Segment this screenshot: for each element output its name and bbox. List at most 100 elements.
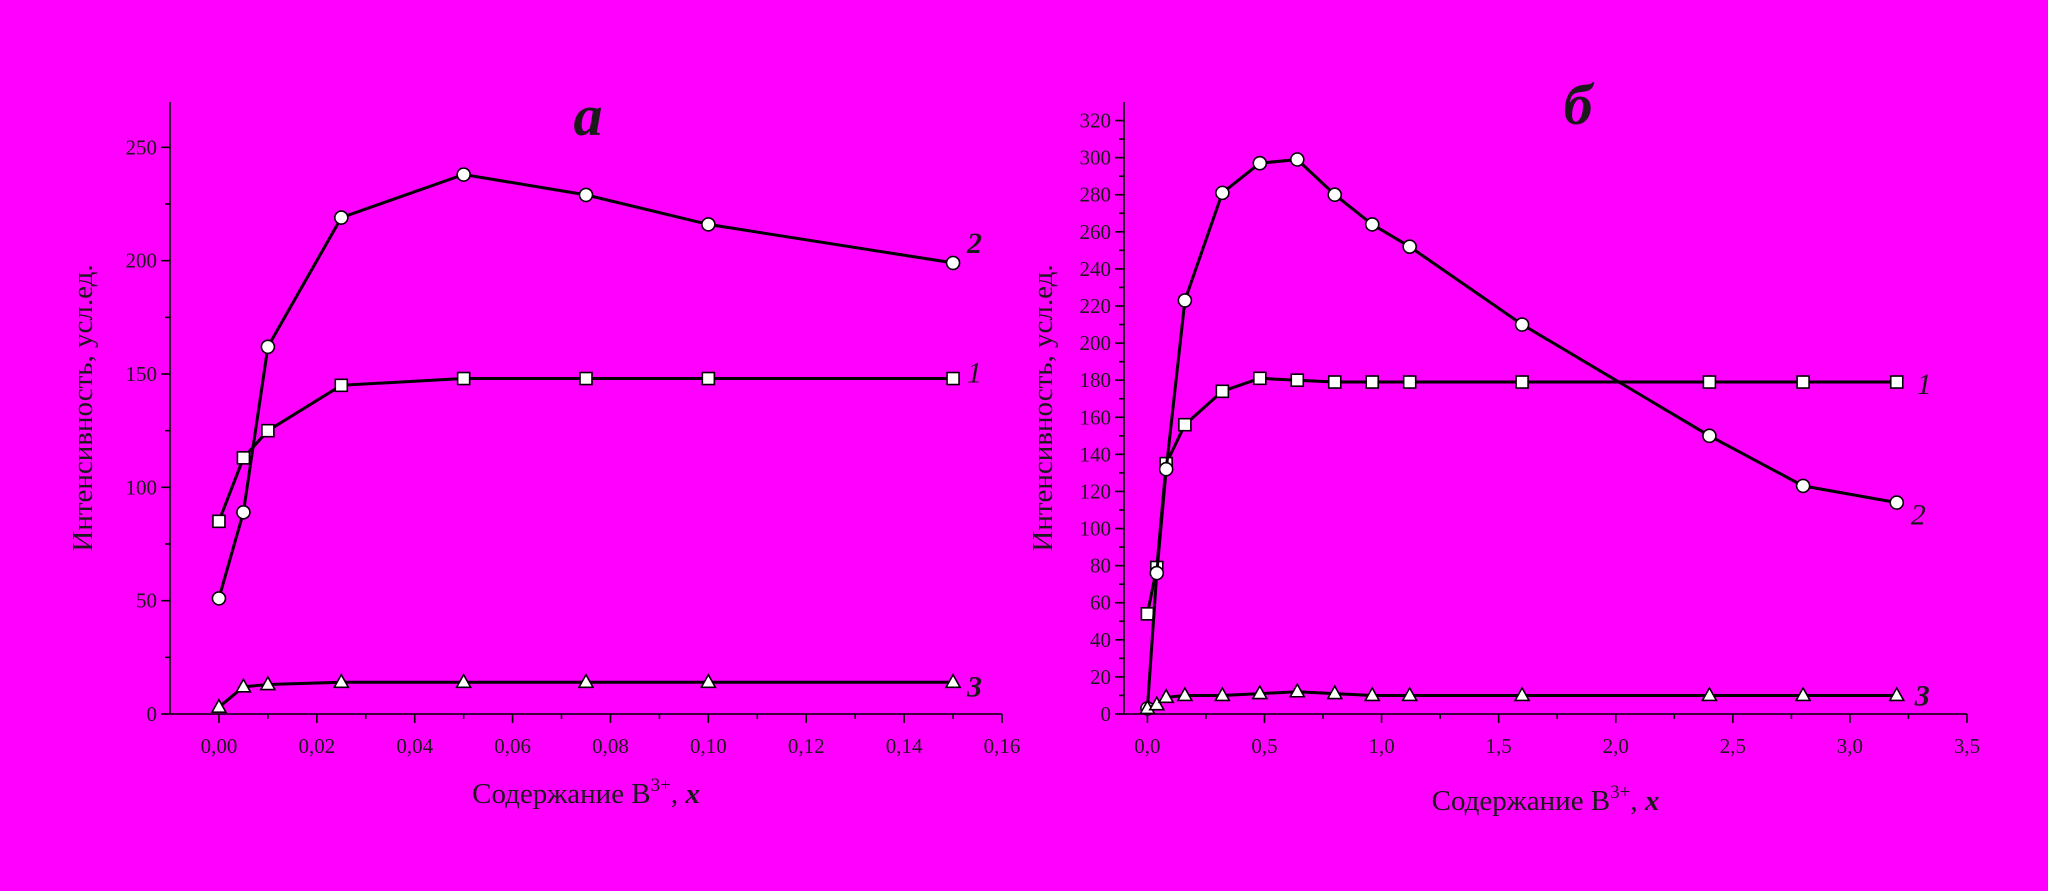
data-point-triangle: [1701, 686, 1718, 702]
data-point-square: [1702, 375, 1717, 389]
x-tick-label: 0,02: [298, 734, 335, 758]
data-point-circle: [333, 210, 349, 225]
y-tick-label: 20: [1090, 665, 1111, 689]
y-tick-label: 260: [1080, 220, 1112, 244]
data-point-triangle: [210, 698, 228, 714]
data-point-square: [1796, 375, 1810, 389]
data-point-square: [946, 371, 960, 386]
x-tick-label: 0,12: [788, 734, 825, 758]
x-axis-title: Содержание B3+, x: [1432, 782, 1660, 817]
curve-label: 1: [1917, 368, 1932, 401]
data-point-square: [1290, 373, 1305, 387]
y-tick-label: 250: [126, 135, 158, 159]
data-point-square: [1140, 607, 1155, 621]
series-line: [217, 377, 954, 522]
x-tick-label: 0,08: [592, 734, 629, 758]
data-point-triangle: [1157, 688, 1175, 704]
data-point-circle: [945, 255, 961, 271]
series-3: [1139, 682, 1906, 715]
data-point-square: [1402, 375, 1417, 389]
data-point-triangle: [259, 675, 277, 691]
x-tick-label: 1,5: [1486, 734, 1512, 758]
data-point-circle: [211, 591, 227, 606]
curve-label: 2: [1911, 499, 1926, 532]
x-axis-title-text: Содержание B: [1432, 785, 1611, 817]
data-point-square: [456, 371, 471, 386]
data-point-triangle: [944, 673, 962, 689]
data-point-square: [1215, 384, 1230, 399]
data-point-circle: [1514, 317, 1530, 332]
x-tick-label: 0,00: [201, 734, 238, 758]
x-tick-label: 0,16: [984, 734, 1021, 758]
data-point-circle: [236, 504, 251, 520]
data-point-triangle: [1794, 686, 1812, 702]
panel-label: а: [574, 83, 603, 148]
chart-panel-a: 0,00 0,02 0,04 0,06 0,08 0,10 0,12 0,14 0,16 0 50 1…: [67, 83, 1020, 810]
y-tick-label: 300: [1080, 146, 1112, 170]
series-line: [1145, 157, 1898, 709]
curve-label: 2: [966, 227, 982, 260]
data-point-circle: [456, 167, 471, 182]
y-tick-label: 120: [1080, 479, 1112, 503]
data-point-triangle: [1251, 684, 1269, 700]
y-tick-label: 100: [1080, 517, 1112, 541]
x-axis-title-variable: x: [1644, 785, 1660, 817]
y-tick-label: 280: [1080, 183, 1112, 207]
data-point-circle: [1364, 217, 1380, 232]
data-point-square: [236, 451, 251, 465]
data-point-circle: [578, 187, 594, 203]
curve-label: 3: [966, 670, 982, 703]
y-tick-label: 220: [1080, 294, 1112, 318]
x-axis-title-comma: ,: [1630, 785, 1645, 817]
series-1: [1140, 371, 1904, 621]
x-axis-title: Содержание B3+, x: [472, 775, 700, 810]
panel-label: б: [1564, 72, 1595, 137]
data-point-circle: [1327, 187, 1343, 203]
data-point-triangle: [1401, 686, 1419, 702]
y-tick-label: 320: [1080, 109, 1112, 133]
x-axis-title-superscript: 3+: [1610, 782, 1630, 803]
x-tick-label: 3,0: [1837, 734, 1863, 758]
y-tick-label: 0: [147, 702, 158, 726]
data-point-triangle: [1326, 684, 1344, 700]
data-point-triangle: [1888, 686, 1906, 702]
data-point-triangle: [1148, 695, 1166, 711]
x-tick-label: 0,06: [494, 734, 531, 758]
x-tick-label: 1,0: [1368, 734, 1394, 758]
x-axis-title-text: Содержание B: [472, 778, 651, 810]
data-point-triangle: [1213, 686, 1231, 702]
data-point-circle: [1702, 428, 1717, 444]
data-point-circle: [1149, 565, 1165, 581]
data-point-circle: [1289, 152, 1305, 167]
data-point-circle: [1795, 478, 1811, 494]
x-axis-title-variable: x: [684, 778, 700, 810]
x-tick-label: 0,5: [1251, 734, 1277, 758]
y-tick-label: 200: [126, 249, 158, 273]
data-point-triangle: [235, 677, 252, 693]
data-point-square: [701, 371, 716, 386]
data-point-triangle: [1176, 686, 1194, 702]
y-tick-label: 150: [126, 362, 158, 386]
chart-panel-b: 0,0 0,5 1,0 1,5 2,0 2,5 3,0 3,5 0 20 40 60 80 100 120 1…: [1027, 72, 1980, 817]
data-point-square: [261, 423, 275, 438]
data-point-triangle: [1363, 686, 1381, 702]
x-axis-title-superscript: 3+: [651, 775, 671, 796]
series-2: [1140, 152, 1905, 716]
data-point-circle: [1215, 185, 1230, 201]
data-point-circle: [1158, 461, 1174, 477]
x-tick-label: 2,5: [1720, 734, 1746, 758]
y-tick-label: 100: [126, 475, 158, 499]
curve-label: 3: [1914, 679, 1930, 712]
data-point-triangle: [577, 673, 595, 689]
y-axis-title: Интенсивность, усл.ед.: [1027, 264, 1059, 551]
data-point-circle: [701, 217, 716, 232]
data-point-circle: [1402, 239, 1417, 254]
x-tick-label: 0,14: [886, 734, 923, 758]
x-tick-label: 3,5: [1954, 734, 1980, 758]
y-tick-label: 40: [1090, 628, 1111, 652]
series-1: [212, 371, 960, 529]
data-point-circle: [1252, 155, 1268, 171]
y-tick-label: 60: [1090, 591, 1111, 615]
data-point-square: [1365, 375, 1380, 389]
